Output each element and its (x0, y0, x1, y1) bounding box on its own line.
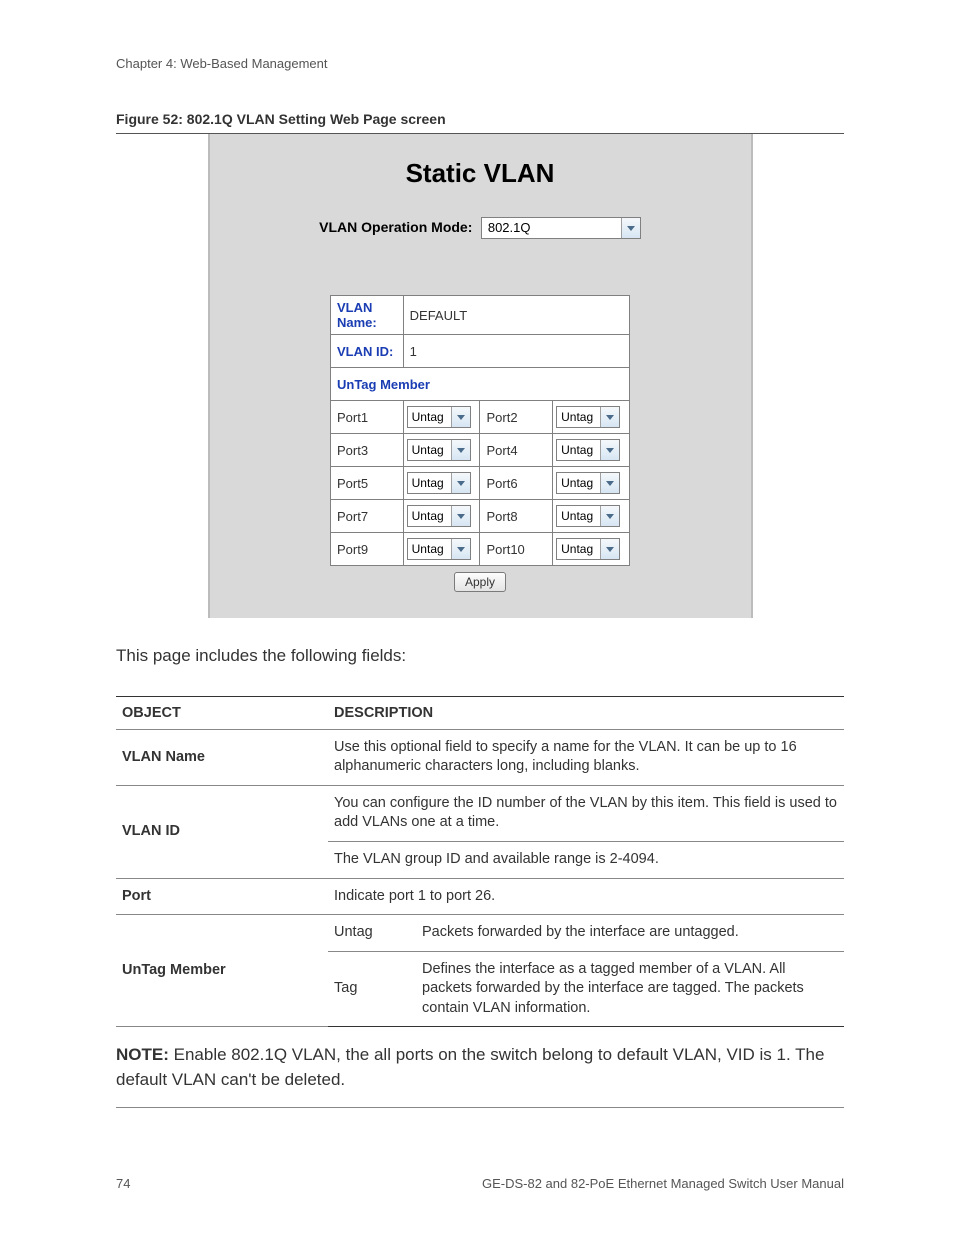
description-table: OBJECT DESCRIPTION VLAN Name Use this op… (116, 696, 844, 1028)
desc-tag: Defines the interface as a tagged member… (416, 951, 844, 1027)
port-select[interactable]: Untag (407, 472, 471, 494)
obj-vlan-id: VLAN ID (116, 785, 328, 878)
page-number: 74 (116, 1176, 130, 1191)
col-header-object: OBJECT (116, 696, 328, 729)
obj-vlan-name: VLAN Name (116, 729, 328, 785)
chevron-down-icon (451, 539, 470, 559)
obj-port: Port (116, 878, 328, 915)
port-label: Port10 (480, 533, 553, 566)
port-select-cell: Untag (553, 401, 630, 434)
port-select[interactable]: Untag (556, 439, 620, 461)
port-label: Port9 (331, 533, 404, 566)
vlan-name-value: DEFAULT (403, 296, 629, 335)
page-footer: 74 GE-DS-82 and 82-PoE Ethernet Managed … (116, 1176, 844, 1191)
vlan-config-table: VLAN Name: DEFAULT VLAN ID: 1 UnTag Memb… (330, 295, 630, 566)
port-label: Port6 (480, 467, 553, 500)
note-label: NOTE: (116, 1045, 169, 1064)
operation-mode-label: VLAN Operation Mode: (319, 219, 472, 235)
operation-mode-row: VLAN Operation Mode: 802.1Q (230, 217, 731, 239)
panel-title: Static VLAN (230, 158, 731, 189)
operation-mode-value: 802.1Q (488, 220, 531, 235)
port-label: Port8 (480, 500, 553, 533)
port-label: Port5 (331, 467, 404, 500)
desc-untag: Packets forwarded by the interface are u… (416, 915, 844, 952)
apply-button[interactable]: Apply (454, 572, 506, 592)
untag-member-header: UnTag Member (331, 368, 630, 401)
port-select-cell: Untag (403, 500, 480, 533)
sub-untag: Untag (328, 915, 416, 952)
chevron-down-icon (451, 440, 470, 460)
chevron-down-icon (600, 473, 619, 493)
desc-vlan-id-1: You can configure the ID number of the V… (328, 785, 844, 841)
port-select[interactable]: Untag (556, 538, 620, 560)
chevron-down-icon (621, 218, 640, 238)
port-label: Port3 (331, 434, 404, 467)
port-select-cell: Untag (553, 467, 630, 500)
operation-mode-select[interactable]: 802.1Q (481, 217, 641, 239)
port-label: Port4 (480, 434, 553, 467)
port-select[interactable]: Untag (556, 505, 620, 527)
port-select[interactable]: Untag (407, 439, 471, 461)
desc-vlan-id-2: The VLAN group ID and available range is… (328, 842, 844, 879)
intro-text: This page includes the following fields: (116, 644, 844, 668)
port-select-cell: Untag (553, 434, 630, 467)
chapter-header: Chapter 4: Web-Based Management (116, 56, 844, 71)
vlan-id-label: VLAN ID: (331, 335, 404, 368)
col-header-description: DESCRIPTION (328, 696, 844, 729)
obj-untag-member: UnTag Member (116, 915, 328, 1027)
chevron-down-icon (451, 473, 470, 493)
port-select-cell: Untag (553, 500, 630, 533)
port-label: Port1 (331, 401, 404, 434)
vlan-id-value: 1 (403, 335, 629, 368)
chevron-down-icon (451, 506, 470, 526)
chevron-down-icon (600, 407, 619, 427)
port-label: Port7 (331, 500, 404, 533)
desc-port: Indicate port 1 to port 26. (328, 878, 844, 915)
chevron-down-icon (600, 539, 619, 559)
chevron-down-icon (451, 407, 470, 427)
screenshot-panel: Static VLAN VLAN Operation Mode: 802.1Q … (208, 134, 753, 618)
port-select-cell: Untag (403, 467, 480, 500)
port-select-cell: Untag (403, 401, 480, 434)
port-select[interactable]: Untag (556, 472, 620, 494)
port-select[interactable]: Untag (407, 538, 471, 560)
port-select[interactable]: Untag (556, 406, 620, 428)
note-block: NOTE: Enable 802.1Q VLAN, the all ports … (116, 1043, 844, 1107)
port-label: Port2 (480, 401, 553, 434)
desc-vlan-name: Use this optional field to specify a nam… (328, 729, 844, 785)
figure-caption: Figure 52: 802.1Q VLAN Setting Web Page … (116, 111, 844, 127)
chevron-down-icon (600, 440, 619, 460)
vlan-name-label: VLAN Name: (331, 296, 404, 335)
note-text: Enable 802.1Q VLAN, the all ports on the… (116, 1045, 824, 1089)
doc-title: GE-DS-82 and 82-PoE Ethernet Managed Swi… (482, 1176, 844, 1191)
port-select-cell: Untag (403, 533, 480, 566)
port-select[interactable]: Untag (407, 505, 471, 527)
port-select[interactable]: Untag (407, 406, 471, 428)
port-select-cell: Untag (403, 434, 480, 467)
port-select-cell: Untag (553, 533, 630, 566)
chevron-down-icon (600, 506, 619, 526)
sub-tag: Tag (328, 951, 416, 1027)
